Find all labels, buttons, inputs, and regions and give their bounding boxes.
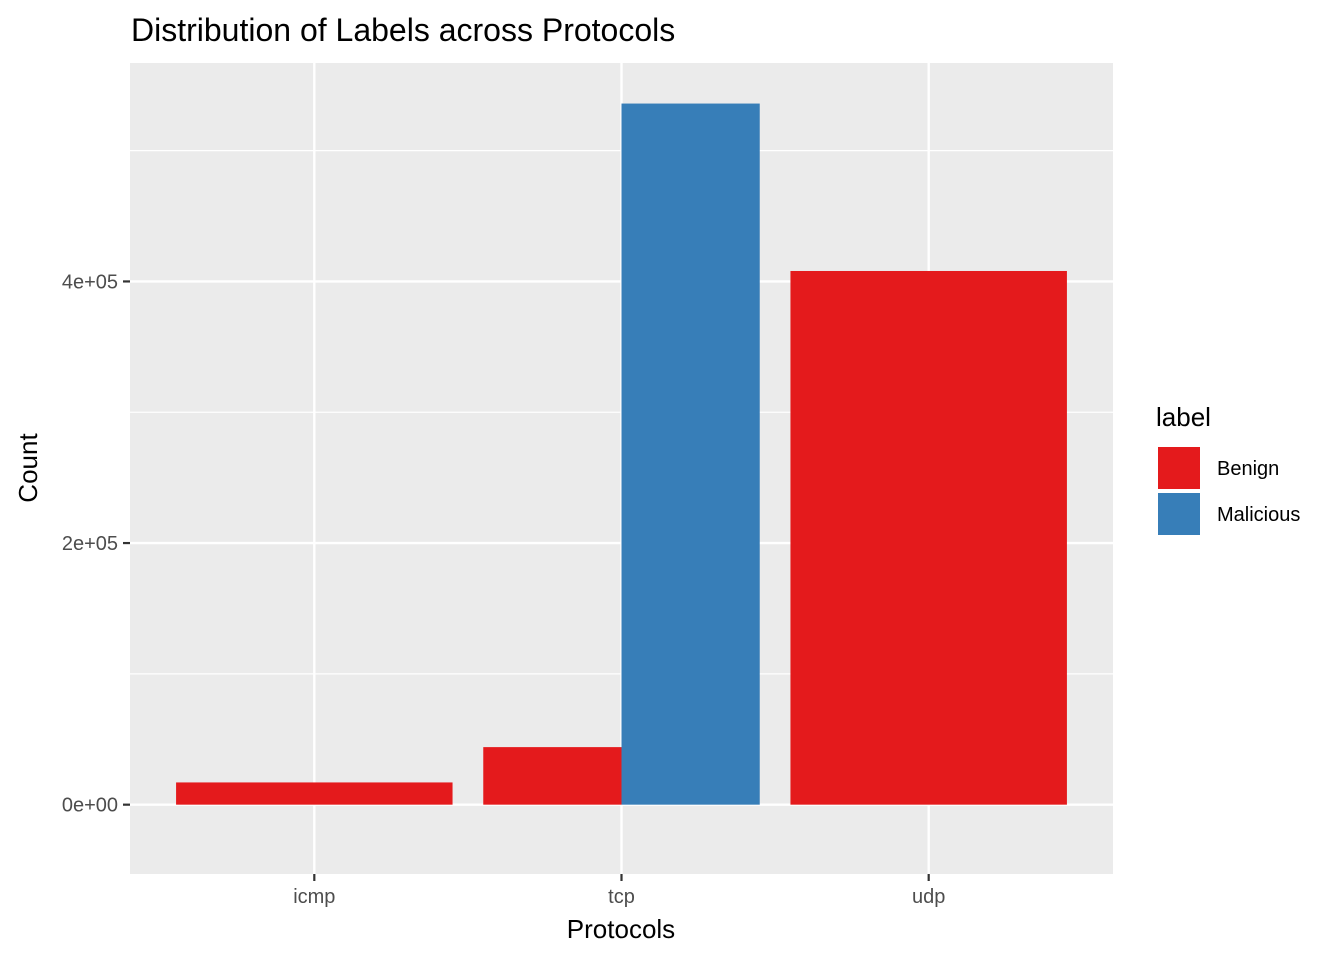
y-tick-label: 2e+05 [62,533,118,555]
legend: label Benign Malicious [1156,402,1300,537]
bar-tcp-benign [483,747,622,805]
chart-title: Distribution of Labels across Protocols [131,12,675,48]
axes: 0e+00 2e+05 4e+05 icmp tcp udp [62,271,946,908]
bar-icmp-benign [176,782,453,805]
bar-udp-benign [790,270,1067,805]
legend-key-benign [1156,445,1202,491]
x-axis-label: Protocols [567,914,675,944]
legend-label-benign: Benign [1217,458,1279,480]
x-tick-label: udp [912,886,945,908]
legend-key-malicious [1156,491,1202,537]
x-tick-label: icmp [293,886,335,908]
bar-tcp-malicious [621,103,760,805]
legend-entries: Benign Malicious [1156,445,1300,537]
x-tick-label: tcp [608,886,635,908]
y-tick-label: 4e+05 [62,271,118,293]
legend-label-malicious: Malicious [1217,504,1300,526]
legend-title: label [1156,402,1211,432]
y-tick-label: 0e+00 [62,795,118,817]
y-axis-label: Count [13,433,43,503]
bars [176,103,1067,805]
